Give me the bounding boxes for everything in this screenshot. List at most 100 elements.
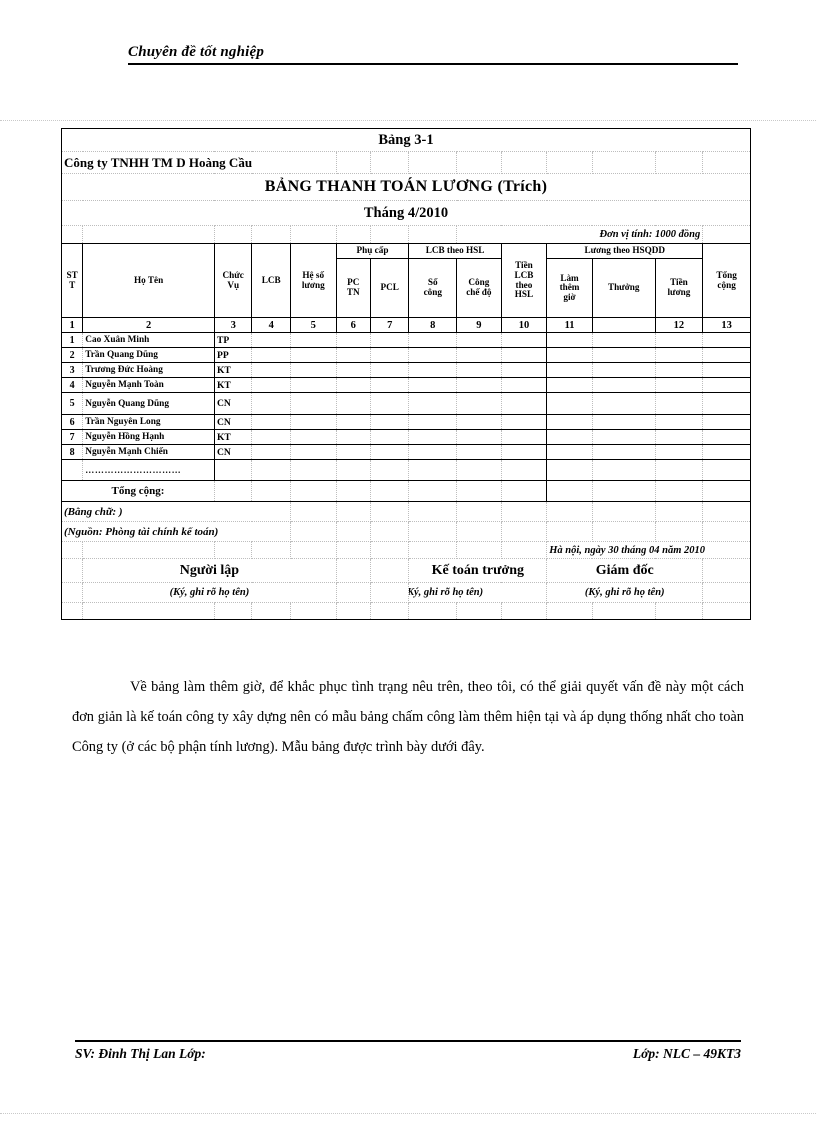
cell-lcb: [251, 362, 291, 378]
colnum-5: 5: [289, 317, 337, 333]
cell-lcb: [251, 444, 291, 460]
table-row[interactable]: 5 Nguyễn Quang Dũng CN: [60, 392, 751, 415]
cell-name: Nguyễn Mạnh Toàn: [82, 377, 215, 393]
cell-lcb: [251, 377, 291, 393]
cell-pctn: [335, 332, 371, 348]
spacer-cell: [335, 501, 371, 522]
cell-workdays: [408, 332, 458, 348]
cell-bonus: [591, 362, 656, 378]
cell-name: Trần Nguyên Long: [82, 414, 215, 430]
colnum-13: 13: [702, 317, 751, 333]
colnum-blank: [591, 317, 656, 333]
table-number: Bảng 3-1: [61, 128, 751, 152]
cell-pcl: [369, 459, 410, 481]
header-regime-days: Công chế độ: [456, 258, 502, 318]
cell-stt: 1: [60, 332, 84, 348]
cell-total: [702, 347, 751, 363]
cell-workdays: [408, 444, 458, 460]
cell-workdays: [408, 414, 458, 430]
cell-coefficient: [289, 414, 337, 430]
cell-workdays: [408, 377, 458, 393]
payroll-month: Tháng 4/2010: [61, 200, 751, 226]
spacer-cell: [591, 501, 656, 522]
signature-date-text: Hà nội, ngày 30 tháng 04 năm 2010: [549, 544, 706, 556]
spacer-cell: [251, 225, 291, 244]
header-lcb: LCB: [251, 243, 291, 318]
cell-money-lcb: [500, 414, 548, 430]
colnum-2: 2: [82, 317, 215, 333]
header-coefficient: Hệ số lương: [289, 243, 337, 318]
cell-bonus: [591, 377, 656, 393]
cell-total: [702, 429, 751, 445]
cell-overtime: [546, 429, 593, 445]
cell-position: CN: [213, 414, 253, 430]
spacer-cell: [369, 541, 410, 559]
cell-pcl: [369, 392, 410, 415]
cell-total: [702, 332, 751, 348]
cell-money-lcb: [500, 347, 548, 363]
spacer-cell: [654, 501, 704, 522]
running-header-text: Chuyên đề tốt nghiệp: [128, 44, 265, 60]
cell-pcl: [369, 429, 410, 445]
table-row[interactable]: 4 Nguyễn Mạnh Toàn KT: [60, 377, 751, 393]
spacer-cell: [654, 521, 704, 542]
spacer-cell: [500, 151, 548, 174]
colnum-1: 1: [60, 317, 84, 333]
signature-date: Hà nội, ngày 30 tháng 04 năm 2010: [546, 541, 751, 559]
cell-pcl: [369, 332, 410, 348]
table-row-signature-titles: Người lập Kế toán trưởng Giám đốc: [60, 558, 751, 583]
cell-stt: 5: [60, 392, 84, 415]
spacer-cell: [60, 225, 84, 244]
payroll-table-block: Bảng 3-1 Công ty TNHH TM D Hoàng Cầu BẢN…: [60, 128, 751, 620]
table-row[interactable]: 6 Trần Nguyên Long CN: [60, 414, 751, 430]
total-regime: [456, 480, 502, 502]
spacer-cell: [369, 602, 410, 620]
header-lcb-hsl-group: LCB theo HSL: [408, 243, 502, 259]
cell-lcb: [251, 332, 291, 348]
spacer-cell: [369, 225, 410, 244]
spacer-cell: [456, 541, 502, 559]
header-rule: [128, 63, 738, 65]
cell-regime: [456, 332, 502, 348]
cell-stt: [60, 459, 84, 481]
spacer-cell: [369, 558, 410, 583]
total-position: [213, 480, 253, 502]
cell-overtime: [546, 392, 593, 415]
cell-coefficient: [289, 444, 337, 460]
cell-name: Nguyễn Mạnh Chiến: [82, 444, 215, 460]
cell-position: KT: [213, 362, 253, 378]
spacer-cell: [60, 541, 84, 559]
spacer-cell: [408, 521, 458, 542]
running-header: Chuyên đề tốt nghiệp: [128, 44, 738, 65]
cell-salary: [654, 347, 704, 363]
table-row-company: Công ty TNHH TM D Hoàng Cầu: [61, 151, 751, 174]
table-row[interactable]: 7 Nguyễn Hồng Hạnh KT: [60, 429, 751, 445]
cell-total: [702, 414, 751, 430]
signature-hint-chief-accountant: (Ký, ghi rõ họ tên): [408, 582, 548, 603]
spacer-cell: [408, 501, 458, 522]
cell-regime: [456, 392, 502, 415]
cell-money-lcb: [500, 362, 548, 378]
table-row[interactable]: 2 Trần Quang Dũng PP: [60, 347, 751, 363]
spacer-cell: [335, 521, 371, 542]
spacer-cell: [500, 602, 548, 620]
spacer-cell: [456, 151, 502, 174]
spacer-cell: [369, 151, 410, 174]
spacer-cell: [500, 541, 548, 559]
cell-pctn: [335, 444, 371, 460]
cell-money-lcb: [500, 429, 548, 445]
cell-pctn: [335, 377, 371, 393]
table-row[interactable]: 8 Nguyễn Mạnh Chiến CN: [60, 444, 751, 460]
table-row[interactable]: 1 Cao Xuân Minh TP: [60, 332, 751, 348]
header-position: Chức Vụ: [213, 243, 253, 318]
cell-overtime: [546, 377, 593, 393]
table-row[interactable]: 3 Trương Đức Hoàng KT: [60, 362, 751, 378]
total-total: [702, 480, 751, 502]
cell-pctn: [335, 414, 371, 430]
cell-workdays: [408, 347, 458, 363]
spacer-cell: [251, 541, 291, 559]
body-paragraph: Về bảng làm thêm giờ, để khắc phục tình …: [72, 672, 744, 762]
cell-coefficient: [289, 347, 337, 363]
cell-regime: [456, 377, 502, 393]
footer-row: SV: Đinh Thị Lan Lớp: Lớp: NLC – 49KT3: [75, 1046, 741, 1062]
